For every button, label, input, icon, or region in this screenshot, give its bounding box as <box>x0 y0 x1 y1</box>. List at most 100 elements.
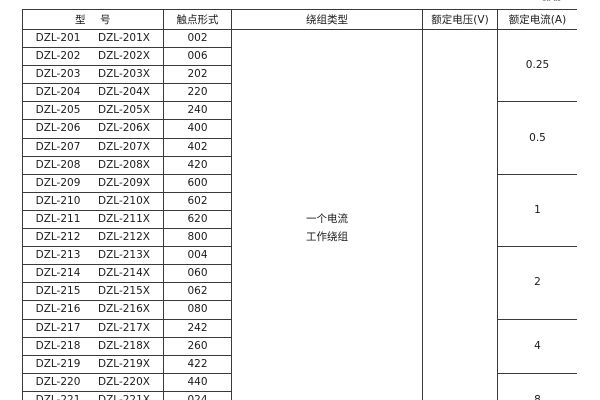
model-code-variant: DZL-201X <box>98 32 150 44</box>
model-code-variant: DZL-209X <box>98 176 150 189</box>
cell-model: DZL-217 DZL-217X <box>22 318 164 338</box>
continued-table-marker: 续表 <box>522 0 582 1</box>
cell-contact-form: 260 <box>163 336 232 356</box>
header-rated-current: 额定电流(A) <box>497 9 577 30</box>
model-code-primary: DZL-213 <box>35 249 81 262</box>
cell-contact-form: 024 <box>163 390 232 400</box>
model-code-primary: DZL-212 <box>35 231 81 244</box>
model-code-variant: DZL-217X <box>98 321 150 334</box>
table-row: DZL-208 DZL-208X 420 <box>22 155 578 175</box>
cell-contact-form: 440 <box>163 372 232 392</box>
model-code-variant: DZL-210X <box>98 194 150 207</box>
model-code-primary: DZL-215 <box>35 285 81 298</box>
cell-model: DZL-219 DZL-219X <box>22 354 164 374</box>
model-code-variant: DZL-214X <box>98 267 150 280</box>
table-row: DZL-221 DZL-221X 024 <box>22 390 578 400</box>
winding-type-line-2: 工作绕组 <box>306 230 348 243</box>
cell-model: DZL-218 DZL-218X <box>22 336 164 356</box>
model-code-primary: DZL-216 <box>35 303 81 316</box>
model-code-variant: DZL-218X <box>98 339 150 352</box>
table-container: 型号 触点形式 绕组类型 额定电压(V) 额定电流(A) DZL-201 DZL-… <box>22 9 577 400</box>
cell-contact-form: 402 <box>163 137 232 157</box>
cell-rated-voltage <box>422 28 498 400</box>
model-code-primary: DZL-205 <box>35 104 81 117</box>
table-body: DZL-201 DZL-201X 002 一个电流 工作绕组 0.25 DZL-202 DZL… <box>22 28 578 400</box>
cell-contact-form: 242 <box>163 318 232 338</box>
cell-rated-current: 1 <box>497 173 577 248</box>
model-code-variant: DZL-203X <box>98 68 150 81</box>
cell-contact-form: 202 <box>163 65 232 85</box>
cell-contact-form: 220 <box>163 83 232 103</box>
header-contact-form: 触点形式 <box>163 9 232 30</box>
model-code-primary: DZL-201 <box>35 32 81 44</box>
table-row: DZL-217 DZL-217X 242 4 <box>22 318 577 374</box>
cell-model: DZL-213 DZL-213X <box>22 246 164 266</box>
model-code-variant: DZL-220X <box>98 375 150 388</box>
cell-contact-form: 004 <box>163 246 232 266</box>
table-row: DZL-209 DZL-209X 600 1 <box>22 173 577 248</box>
cell-model: DZL-215 DZL-215X <box>22 282 164 302</box>
cell-rated-current: 8 <box>497 372 577 400</box>
cell-contact-form: 602 <box>163 191 232 211</box>
cell-model: DZL-203 DZL-203X <box>22 65 164 85</box>
table-row: DZL-211 DZL-211X 620 <box>22 209 578 230</box>
model-code-primary: DZL-202 <box>35 50 81 63</box>
cell-model: DZL-209 DZL-209X <box>22 173 164 193</box>
cell-model: DZL-202 DZL-202X <box>22 47 164 67</box>
table-row: DZL-207 DZL-207X 402 <box>22 137 578 157</box>
cell-model: DZL-221 DZL-221X <box>22 390 164 400</box>
cell-contact-form: 620 <box>163 209 232 230</box>
table-row: DZL-220 DZL-220X 440 8 <box>22 372 577 400</box>
cell-contact-form: 600 <box>163 173 232 193</box>
cell-model: DZL-206 DZL-206X <box>22 119 164 139</box>
table-row: DZL-218 DZL-218X 260 <box>22 336 578 356</box>
table-row: DZL-219 DZL-219X 422 <box>22 354 578 374</box>
model-code-variant: DZL-208X <box>98 158 150 171</box>
model-code-primary: DZL-214 <box>35 267 81 280</box>
model-code-variant: DZL-206X <box>98 122 150 135</box>
cell-contact-form: 062 <box>163 282 232 302</box>
cell-contact-form: 240 <box>163 101 232 121</box>
cell-rated-current: 0.5 <box>497 101 577 175</box>
model-code-primary: DZL-206 <box>35 122 81 135</box>
model-code-variant: DZL-213X <box>98 249 150 262</box>
relay-specification-table: 型号 触点形式 绕组类型 额定电压(V) 额定电流(A) DZL-201 DZL-… <box>22 9 577 400</box>
cell-rated-current: 2 <box>497 246 577 320</box>
table-row: DZL-216 DZL-216X 080 <box>22 300 578 320</box>
header-model-char2: 号 <box>100 14 111 26</box>
model-code-primary: DZL-221 <box>35 393 81 400</box>
cell-model: DZL-216 DZL-216X <box>22 300 164 320</box>
cell-model: DZL-205 DZL-205X <box>22 101 164 121</box>
table-row: DZL-204 DZL-204X 220 <box>22 83 578 103</box>
cell-rated-current: 0.25 <box>497 28 577 103</box>
model-code-variant: DZL-216X <box>98 303 150 316</box>
cell-rated-current: 4 <box>497 318 577 374</box>
header-winding-type: 绕组类型 <box>231 9 423 30</box>
table-row: DZL-213 DZL-213X 004 2 <box>22 246 577 320</box>
model-code-variant: DZL-204X <box>98 86 150 99</box>
model-code-primary: DZL-220 <box>35 375 81 388</box>
model-code-primary: DZL-207 <box>35 140 81 153</box>
model-code-variant: DZL-212X <box>98 231 150 244</box>
table-row: DZL-205 DZL-205X 240 0.5 <box>22 101 577 175</box>
cell-model: DZL-220 DZL-220X <box>22 372 164 392</box>
cell-contact-form: 080 <box>163 300 232 320</box>
cell-model: DZL-214 DZL-214X <box>22 264 164 284</box>
model-code-primary: DZL-217 <box>35 321 81 334</box>
header-model: 型号 <box>22 9 164 30</box>
model-code-primary: DZL-210 <box>35 194 81 207</box>
cell-contact-form: 422 <box>163 354 232 374</box>
model-code-primary: DZL-203 <box>35 68 81 81</box>
model-code-primary: DZL-211 <box>35 212 81 225</box>
table-row: DZL-214 DZL-214X 060 <box>22 264 578 284</box>
table-row: DZL-206 DZL-206X 400 <box>22 119 578 139</box>
model-code-variant: DZL-211X <box>98 212 150 225</box>
table-row: DZL-203 DZL-203X 202 <box>22 65 578 85</box>
header-row: 型号 触点形式 绕组类型 额定电压(V) 额定电流(A) <box>22 9 577 30</box>
cell-model: DZL-204 DZL-204X <box>22 83 164 103</box>
cell-model: DZL-201 DZL-201X <box>22 28 164 49</box>
cell-model: DZL-211 DZL-211X <box>22 209 164 230</box>
cell-contact-form: 002 <box>163 28 232 49</box>
model-code-variant: DZL-207X <box>98 140 150 153</box>
